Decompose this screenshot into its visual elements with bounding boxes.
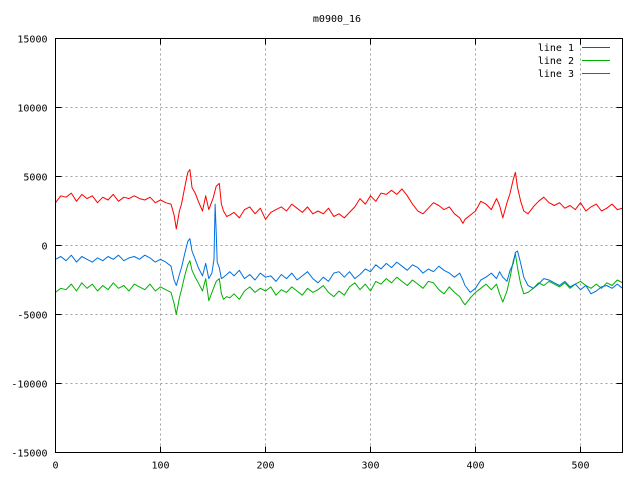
y-tick-label: 0: [41, 242, 47, 253]
series-line-1: [55, 169, 623, 230]
y-tick-label: -5000: [17, 311, 47, 322]
x-tick-label: 200: [256, 461, 274, 472]
y-tick-label: 10000: [17, 104, 47, 115]
axis-ticks: 0 100 200 300 400 500 -15000 -10000 -5000 0 5000 10…: [11, 35, 623, 472]
legend-label-2: line 2: [538, 56, 574, 67]
x-tick-label: 300: [361, 461, 379, 472]
series-line-2: [55, 253, 623, 315]
series-line-3: [55, 203, 623, 295]
x-tick-label: 100: [151, 461, 169, 472]
x-tick-label: 400: [466, 461, 484, 472]
legend: line 1 line 2 line 3: [538, 43, 610, 80]
x-tick-label: 500: [571, 461, 589, 472]
y-tick-label: 5000: [23, 173, 47, 184]
y-tick-label: -15000: [11, 449, 47, 460]
legend-label-3: line 3: [538, 69, 574, 80]
y-tick-label: -10000: [11, 380, 47, 391]
grid: [55, 38, 623, 453]
y-tick-label: 15000: [17, 35, 47, 46]
legend-label-1: line 1: [538, 43, 574, 54]
series-group: [55, 169, 623, 315]
chart-title: m0900_16: [313, 14, 361, 25]
x-tick-label: 0: [52, 461, 58, 472]
